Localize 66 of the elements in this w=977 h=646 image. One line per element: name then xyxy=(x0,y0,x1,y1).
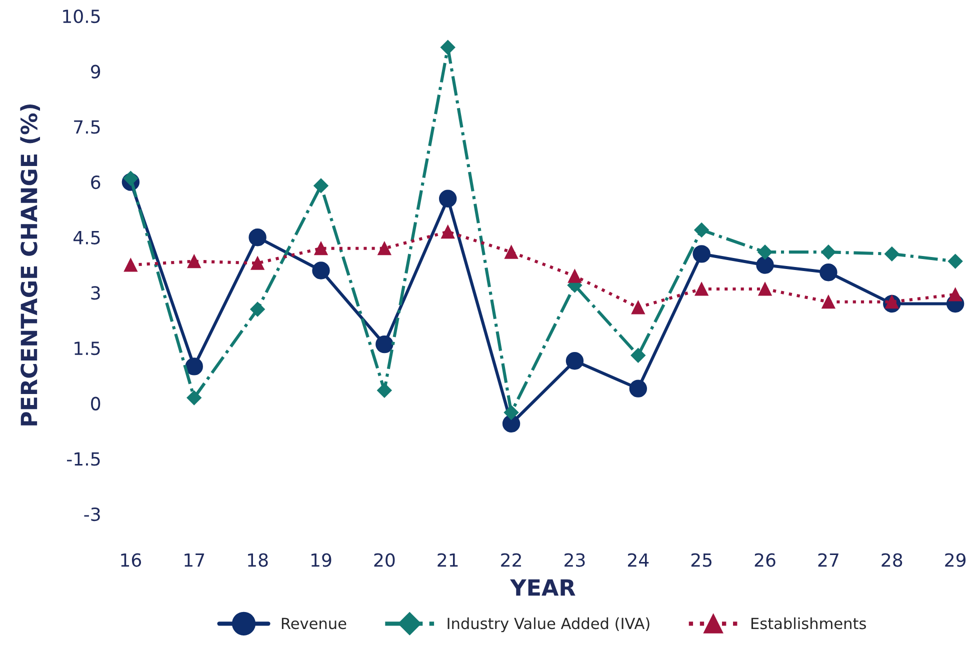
legend-label: Establishments xyxy=(751,617,866,630)
point xyxy=(758,282,772,296)
x-tick-label: 27 xyxy=(818,553,838,567)
x-tick-label: 21 xyxy=(438,553,458,567)
point xyxy=(821,244,836,260)
point xyxy=(186,390,202,406)
point xyxy=(631,300,645,314)
y-tick-label: 3 xyxy=(91,286,100,300)
point xyxy=(948,288,962,302)
point xyxy=(568,269,582,283)
point xyxy=(758,244,772,260)
y-tick-label: -1.5 xyxy=(66,452,100,466)
y-tick-label: 9 xyxy=(90,64,100,78)
point xyxy=(378,242,392,256)
point xyxy=(124,258,138,272)
point xyxy=(822,295,836,309)
x-tick-label: 20 xyxy=(374,553,395,567)
x-tick-label: 29 xyxy=(945,553,966,567)
y-axis-title: PERCENTAGE CHANGE (%) xyxy=(20,104,40,426)
y-tick-label: 10.5 xyxy=(63,9,100,24)
x-tick-label: 17 xyxy=(184,553,204,567)
x-axis-title: YEAR xyxy=(510,579,576,596)
point xyxy=(250,256,264,270)
legend-label: Industry Value Added (IVA) xyxy=(448,617,650,632)
point xyxy=(630,348,646,363)
x-tick-label: 26 xyxy=(754,553,776,567)
point xyxy=(185,358,203,376)
point xyxy=(820,264,838,282)
point xyxy=(884,246,900,262)
point xyxy=(694,222,709,238)
point xyxy=(377,383,392,398)
point xyxy=(504,245,518,259)
y-tick-label: 6 xyxy=(91,175,100,190)
point xyxy=(948,254,963,269)
point xyxy=(439,190,457,208)
y-tick-label: 7.5 xyxy=(74,120,100,134)
point xyxy=(314,242,328,256)
point xyxy=(312,262,330,280)
y-tick-label: 0 xyxy=(91,396,100,410)
y-tick-label: -3 xyxy=(84,507,100,522)
point xyxy=(248,228,266,246)
legend-label: Revenue xyxy=(282,618,346,630)
point xyxy=(187,254,201,268)
y-tick-label: 1.5 xyxy=(74,342,100,356)
x-tick-label: 18 xyxy=(248,553,268,567)
x-tick-label: 28 xyxy=(882,553,902,567)
point xyxy=(694,282,708,296)
point xyxy=(629,380,647,398)
x-tick-label: 22 xyxy=(501,553,521,567)
y-tick-label: 4.5 xyxy=(74,231,100,244)
x-tick-label: 16 xyxy=(121,553,142,567)
point xyxy=(250,302,265,317)
x-tick-label: 23 xyxy=(564,553,585,567)
x-tick-label: 19 xyxy=(311,553,332,567)
point xyxy=(440,40,456,55)
point xyxy=(502,414,520,432)
x-tick-label: 25 xyxy=(691,553,712,567)
point xyxy=(504,405,519,420)
point xyxy=(314,178,328,194)
point xyxy=(441,225,455,239)
point xyxy=(123,170,138,186)
point xyxy=(692,245,710,263)
x-tick-label: 24 xyxy=(628,553,649,567)
point xyxy=(756,256,774,274)
point xyxy=(376,335,394,354)
point xyxy=(566,352,584,370)
